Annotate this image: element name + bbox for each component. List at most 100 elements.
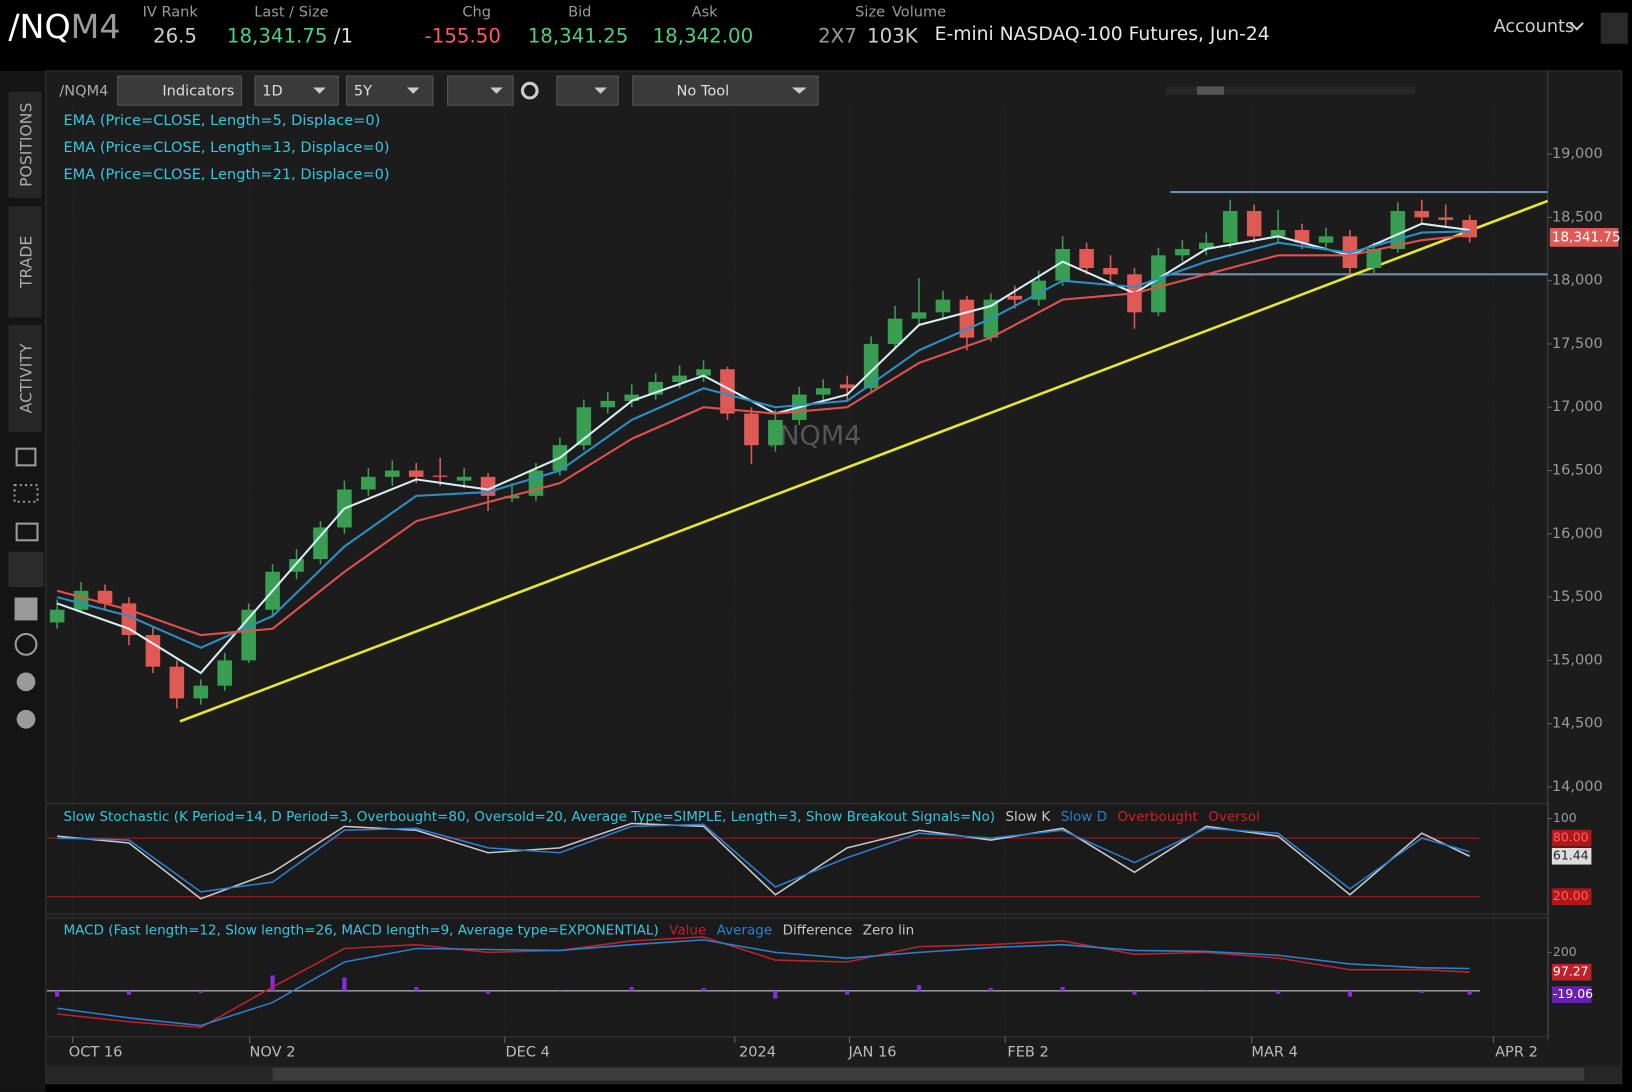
scroller-thumb[interactable]: [1196, 86, 1224, 95]
toolbar-symbol: /NQM4: [59, 83, 108, 100]
candle-body: [911, 312, 927, 319]
macd-average-line: [57, 939, 1470, 1027]
candle-body: [696, 369, 711, 376]
histogram-bar: [1132, 990, 1137, 995]
candle-body: [863, 343, 879, 389]
candle-body: [887, 318, 903, 344]
side-tab[interactable]: [8, 91, 42, 198]
last-tag: [1551, 986, 1592, 1003]
symbol: /NQM4: [8, 7, 120, 46]
tool-select[interactable]: [632, 75, 819, 106]
study-label: EMA (Price=CLOSE, Length=13, Displace=0): [63, 139, 389, 156]
candle-body: [1270, 230, 1286, 237]
icon[interactable]: [14, 632, 38, 656]
side-tabs: POSITIONS TRADE ACTIVITY: [8, 91, 42, 433]
scroller[interactable]: [1165, 86, 1416, 95]
slow-k-line: [57, 822, 1470, 900]
histogram-bar: [414, 987, 419, 991]
y-tick-label: 200: [1553, 944, 1577, 959]
indicators-button[interactable]: [117, 75, 242, 106]
histogram-bar: [1347, 990, 1353, 997]
collapse-button[interactable]: [1600, 12, 1628, 44]
style-select[interactable]: [447, 75, 514, 106]
last-price-label: 18,341.75: [1552, 229, 1621, 245]
description: E-mini NASDAQ-100 Futures, Jun-24: [935, 24, 1270, 45]
histogram-bar: [1467, 990, 1472, 995]
candle-body: [361, 476, 376, 490]
trendline: [179, 199, 1549, 723]
histogram-bar: [701, 988, 706, 991]
field-value: 18,342.00: [653, 24, 754, 47]
y-tick-label: 100: [1553, 810, 1577, 825]
icon[interactable]: [13, 484, 39, 503]
field-label: Last / Size: [254, 4, 328, 21]
histogram-bar: [773, 990, 778, 999]
symbol-root: /NQ: [8, 7, 70, 46]
x-tick-label: FEB 2: [1007, 1043, 1048, 1060]
candle-body: [1462, 219, 1477, 238]
icon[interactable]: [14, 597, 38, 621]
scrollbar-thumb[interactable]: [272, 1067, 1585, 1081]
y-tick-label: 19,000: [1552, 145, 1603, 162]
candle-body: [1079, 249, 1094, 269]
last-price-tag: [1549, 228, 1619, 247]
histogram-bar: [55, 990, 60, 997]
field-text: 103K: [867, 24, 919, 47]
last-tag: [1551, 847, 1592, 865]
slow-d-line: [57, 823, 1470, 893]
study-title: Slow Stochastic (K Period=14, D Period=3…: [63, 809, 1259, 825]
ema-line: [56, 234, 1470, 637]
icon[interactable]: [8, 551, 44, 588]
candle-body: [504, 495, 520, 499]
field-value: 26.5: [153, 24, 197, 47]
y-tick-label: 80.00: [1553, 830, 1589, 845]
candle-body: [1318, 236, 1334, 243]
field-label: Bid: [568, 4, 591, 21]
candle-body: [1414, 211, 1430, 218]
stochastic-panel: [45, 803, 1550, 915]
candle-body: [815, 388, 831, 395]
icon[interactable]: [15, 522, 39, 542]
histogram-bar: [1204, 990, 1209, 992]
candle-body: [456, 476, 472, 481]
y-tick-label: 14,500: [1552, 715, 1603, 732]
candle-body: [73, 590, 89, 610]
candle-body: [1199, 242, 1214, 250]
y-tick-label: 15,000: [1552, 651, 1603, 668]
candle-body: [935, 299, 951, 313]
y-tick-label: 17,500: [1552, 335, 1603, 352]
side-tab[interactable]: [8, 324, 42, 433]
drawing-select[interactable]: [556, 75, 619, 106]
icon[interactable]: [16, 709, 36, 729]
settings-icon[interactable]: [520, 81, 539, 100]
field-value: 18,341.25: [528, 24, 629, 47]
field-label: Size: [855, 4, 885, 21]
symbol-month: M4: [71, 7, 121, 46]
x-tick-label: MAR 4: [1251, 1043, 1298, 1060]
candle-body: [1438, 217, 1453, 220]
side-tab[interactable]: [8, 206, 42, 318]
accounts-menu[interactable]: Accounts: [1494, 17, 1575, 37]
icon[interactable]: [16, 672, 36, 692]
candle-body: [49, 609, 65, 623]
last-label: 97.27: [1553, 964, 1589, 979]
field-value: 103K: [867, 24, 919, 47]
histogram-bar: [126, 990, 132, 995]
candle-body: [720, 369, 735, 414]
y-tick-label: 16,500: [1552, 462, 1603, 479]
field-label: IV Rank: [143, 4, 199, 21]
icon[interactable]: [15, 447, 37, 467]
level-tag: [1551, 888, 1592, 906]
legend-entry: Oversol: [1208, 809, 1260, 825]
field-text: 18,341.25: [528, 24, 629, 47]
macd-value-line: [57, 936, 1470, 1029]
tool-label: No Tool: [677, 83, 730, 100]
range-select[interactable]: [346, 75, 434, 106]
dropdown-arrows: [313, 87, 807, 94]
watermark: /NQM4: [770, 421, 861, 452]
histogram-bar: [270, 975, 275, 991]
histogram-bar: [1419, 990, 1424, 993]
y-tick-label: 18,500: [1552, 208, 1603, 225]
histogram-bar: [1060, 987, 1065, 991]
period-select[interactable]: [254, 75, 339, 106]
